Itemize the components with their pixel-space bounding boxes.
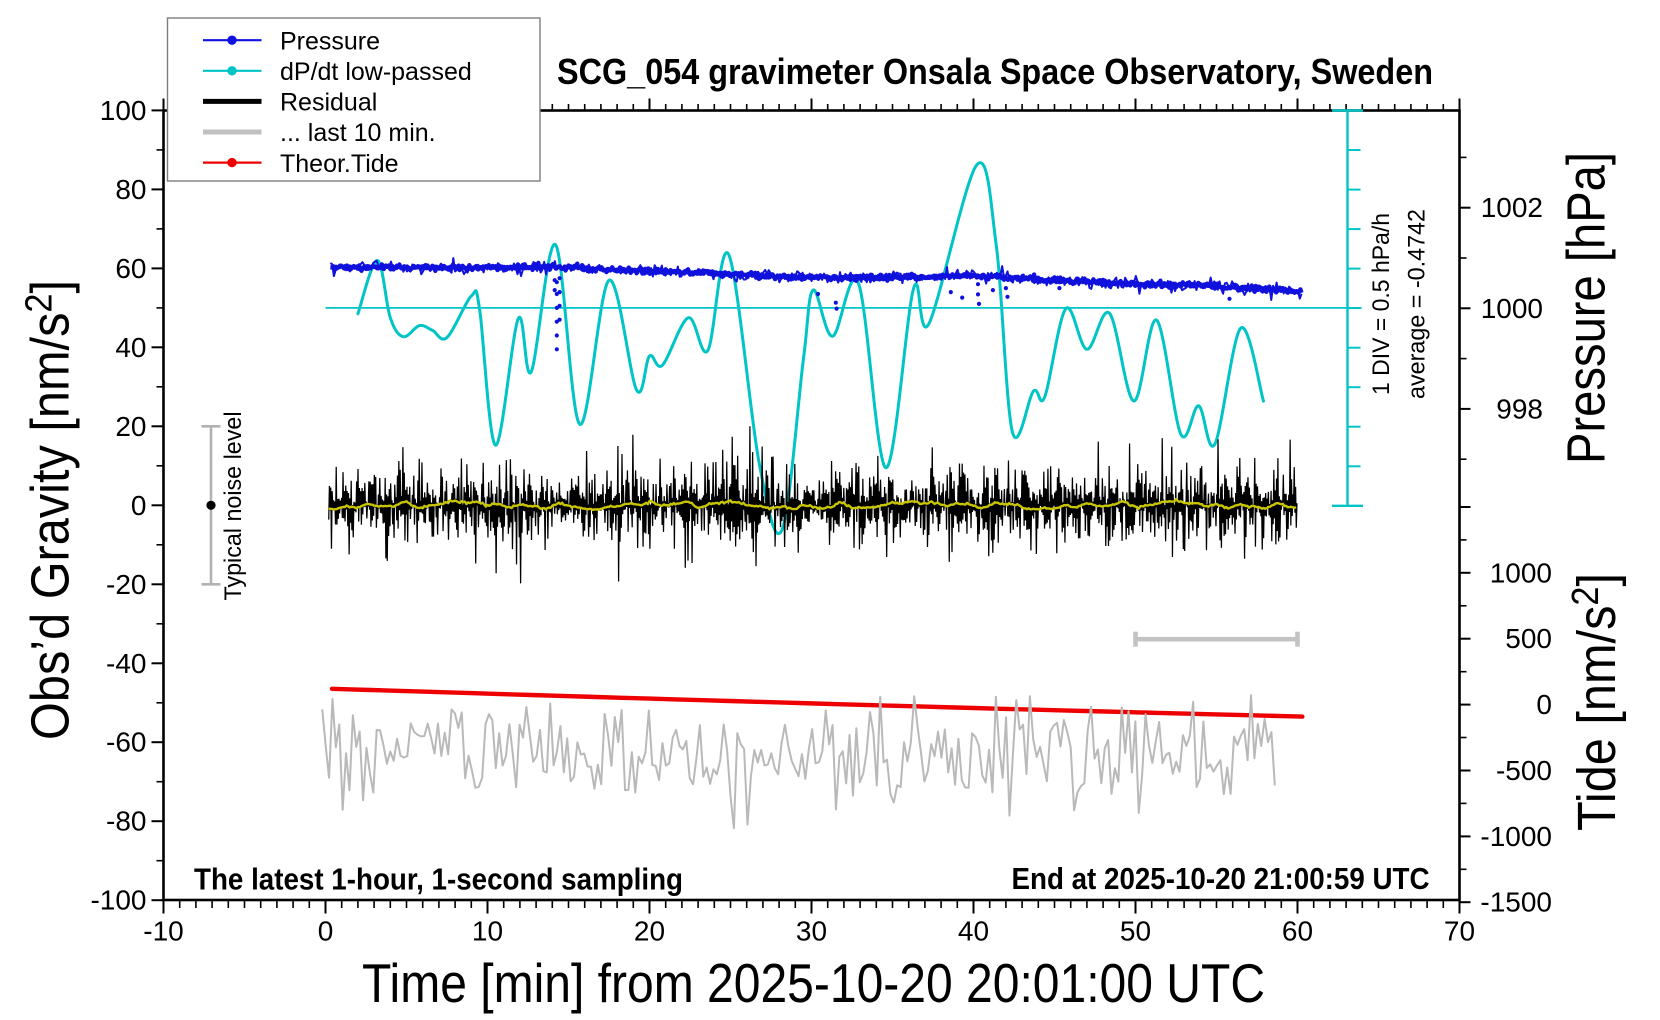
svg-text:Typical noise level: Typical noise level — [220, 412, 247, 601]
svg-text:... last 10 min.: ... last 10 min. — [280, 119, 436, 147]
svg-text:10: 10 — [472, 916, 503, 947]
svg-text:1 DIV = 0.5 hPa/h: 1 DIV = 0.5 hPa/h — [1368, 213, 1395, 395]
svg-text:500: 500 — [1505, 623, 1552, 654]
svg-text:1000: 1000 — [1481, 293, 1543, 324]
svg-text:-10: -10 — [143, 916, 183, 947]
svg-text:dP/dt low-passed: dP/dt low-passed — [280, 58, 472, 86]
svg-text:0: 0 — [131, 490, 147, 521]
svg-text:Pressure: Pressure — [280, 27, 380, 55]
svg-text:80: 80 — [115, 174, 146, 205]
svg-text:-1500: -1500 — [1480, 887, 1552, 918]
svg-text:Tide [nm/s2]: Tide [nm/s2] — [1565, 573, 1627, 831]
svg-text:-20: -20 — [106, 569, 146, 600]
svg-text:average = -0.4742: average = -0.4742 — [1404, 209, 1431, 399]
svg-text:0: 0 — [1536, 689, 1552, 720]
svg-text:End at 2025-10-20 21:00:59 UTC: End at 2025-10-20 21:00:59 UTC — [1012, 861, 1430, 896]
svg-text:Time [min] from 2025-10-20 20:: Time [min] from 2025-10-20 20:01:00 UTC — [362, 952, 1265, 1014]
svg-text:-500: -500 — [1496, 755, 1552, 786]
svg-text:-40: -40 — [106, 648, 146, 679]
svg-text:-1000: -1000 — [1480, 821, 1552, 852]
svg-text:20: 20 — [634, 916, 665, 947]
svg-text:40: 40 — [115, 332, 146, 363]
svg-text:Obs’d Gravity [nm/s2]: Obs’d Gravity [nm/s2] — [19, 280, 81, 740]
svg-text:Pressure [hPa]: Pressure [hPa] — [1557, 152, 1617, 464]
svg-text:-100: -100 — [90, 885, 146, 916]
svg-text:SCG_054 gravimeter Onsala Spac: SCG_054 gravimeter Onsala Space Observat… — [557, 51, 1433, 92]
svg-text:998: 998 — [1496, 393, 1543, 424]
svg-text:Residual: Residual — [280, 89, 377, 117]
svg-text:100: 100 — [100, 95, 147, 126]
svg-text:70: 70 — [1444, 916, 1475, 947]
svg-text:The latest 1-hour, 1-second sa: The latest 1-hour, 1-second sampling — [194, 862, 683, 897]
svg-text:50: 50 — [1120, 916, 1151, 947]
svg-text:40: 40 — [958, 916, 989, 947]
svg-text:1000: 1000 — [1490, 557, 1552, 588]
svg-text:60: 60 — [1282, 916, 1313, 947]
svg-text:1002: 1002 — [1481, 192, 1543, 223]
svg-text:20: 20 — [115, 411, 146, 442]
svg-text:-80: -80 — [106, 806, 146, 837]
svg-text:Theor.Tide: Theor.Tide — [280, 150, 399, 178]
svg-text:-60: -60 — [106, 727, 146, 758]
svg-text:60: 60 — [115, 253, 146, 284]
svg-text:30: 30 — [796, 916, 827, 947]
svg-text:0: 0 — [318, 916, 334, 947]
